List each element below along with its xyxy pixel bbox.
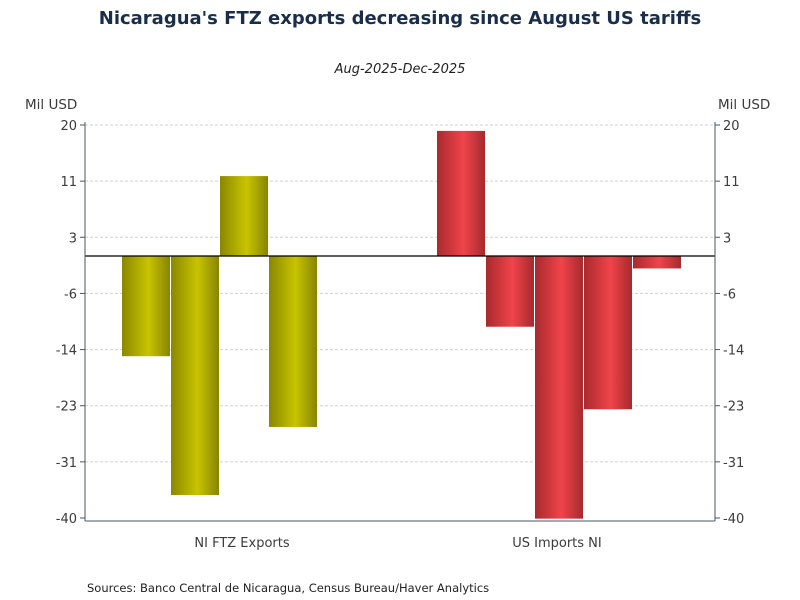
right-tick-label: -6 bbox=[723, 287, 736, 302]
chart-title: Nicaragua's FTZ exports decreasing since… bbox=[98, 8, 702, 29]
right-tick-label: -31 bbox=[723, 456, 744, 471]
left-tick-label: 3 bbox=[69, 231, 77, 246]
right-tick-label: -14 bbox=[723, 344, 744, 359]
right-tick-label: 3 bbox=[723, 231, 731, 246]
left-tick-label: -14 bbox=[56, 344, 77, 359]
left-axis-unit: Mil USD bbox=[25, 97, 78, 113]
bar bbox=[633, 256, 681, 269]
category-label: NI FTZ Exports bbox=[194, 536, 289, 551]
bar bbox=[171, 256, 219, 496]
left-tick-label: -6 bbox=[64, 287, 77, 302]
bar bbox=[584, 256, 632, 410]
right-tick-label: 11 bbox=[723, 175, 740, 190]
bar bbox=[122, 256, 170, 357]
right-tick-label: -23 bbox=[723, 400, 744, 415]
left-tick-label: 20 bbox=[60, 119, 77, 134]
left-tick-label: 11 bbox=[60, 175, 77, 190]
left-tick-label: -31 bbox=[56, 456, 77, 471]
bar bbox=[535, 256, 583, 519]
left-tick-label: -23 bbox=[56, 400, 77, 415]
right-tick-label: 20 bbox=[723, 119, 740, 134]
right-axis-unit: Mil USD bbox=[718, 97, 771, 113]
bar bbox=[437, 130, 485, 256]
chart-subtitle: Aug-2025-Dec-2025 bbox=[334, 62, 466, 77]
bar bbox=[486, 256, 534, 327]
right-tick-label: -40 bbox=[723, 512, 744, 527]
bar bbox=[220, 176, 268, 256]
source-note: Sources: Banco Central de Nicaragua, Cen… bbox=[87, 581, 490, 595]
left-tick-label: -40 bbox=[56, 512, 77, 527]
category-label: US Imports NI bbox=[512, 536, 602, 551]
bar bbox=[269, 256, 317, 427]
